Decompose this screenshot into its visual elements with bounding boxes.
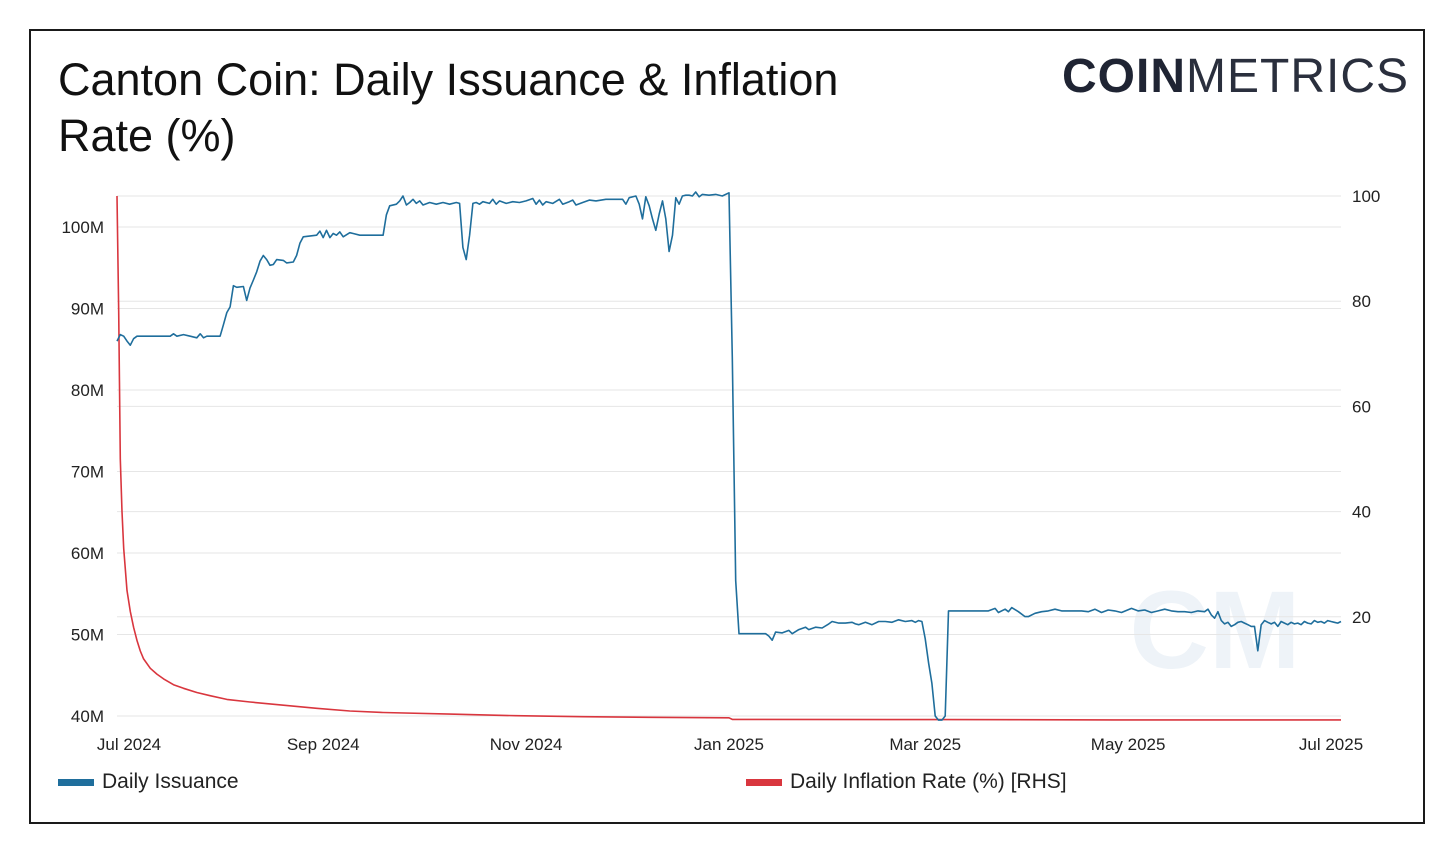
y-right-tick-label: 60: [1352, 397, 1371, 416]
chart-title-line1: Canton Coin: Daily Issuance & Inflation: [58, 54, 839, 105]
x-tick-label: Mar 2025: [889, 735, 961, 754]
y-right-tick-label: 40: [1352, 503, 1371, 522]
x-axis: Jul 2024 Sep 2024 Nov 2024 Jan 2025 Mar 2025…: [97, 735, 1363, 754]
y-left-tick-label: 50M: [71, 626, 104, 645]
y-left-tick-label: 90M: [71, 300, 104, 319]
y-right-tick-label: 20: [1352, 608, 1371, 627]
y-right-tick-label: 100: [1352, 187, 1380, 206]
coinmetrics-logo: COINMETRICS: [1062, 50, 1408, 104]
y-right-tick-label: 80: [1352, 292, 1371, 311]
legend-label-inflation: Daily Inflation Rate (%) [RHS]: [790, 770, 1067, 793]
legend-item-daily-issuance[interactable]: Daily Issuance: [58, 770, 239, 794]
logo-bold-text: COIN: [1062, 50, 1186, 103]
chart-title-line2: Rate (%): [58, 110, 236, 161]
chart-title: Canton Coin: Daily Issuance & Inflation …: [58, 52, 958, 164]
legend-swatch-inflation: [746, 778, 782, 786]
chart-frame: [29, 29, 1425, 824]
y-left-tick-label: 80M: [71, 381, 104, 400]
y-left-tick-label: 100M: [61, 218, 104, 237]
series-line-daily-issuance: [116, 191, 1342, 721]
logo-light-text: METRICS: [1186, 50, 1409, 103]
y-axis-right: 20 40 60 80 100: [1352, 187, 1380, 627]
y-axis-left: 40M 50M 60M 70M 80M 90M 100M: [61, 218, 104, 726]
x-tick-label: Jul 2025: [1299, 735, 1363, 754]
x-tick-label: Sep 2024: [287, 735, 360, 754]
series-line-daily-inflation-rate: [116, 195, 1341, 721]
legend-swatch-issuance: [58, 778, 94, 786]
legend-item-daily-inflation[interactable]: Daily Inflation Rate (%) [RHS]: [746, 770, 1067, 794]
x-tick-label: Jul 2024: [97, 735, 161, 754]
y-left-tick-label: 60M: [71, 544, 104, 563]
y-left-tick-label: 70M: [71, 463, 104, 482]
series-lines: [116, 191, 1342, 721]
watermark-icon: CM: [1129, 569, 1300, 692]
legend-label-issuance: Daily Issuance: [102, 770, 239, 793]
x-tick-label: Jan 2025: [694, 735, 764, 754]
watermark-cm-icon: CM: [1129, 569, 1300, 692]
y-left-tick-label: 40M: [71, 707, 104, 726]
x-tick-label: May 2025: [1091, 735, 1166, 754]
x-tick-label: Nov 2024: [490, 735, 563, 754]
